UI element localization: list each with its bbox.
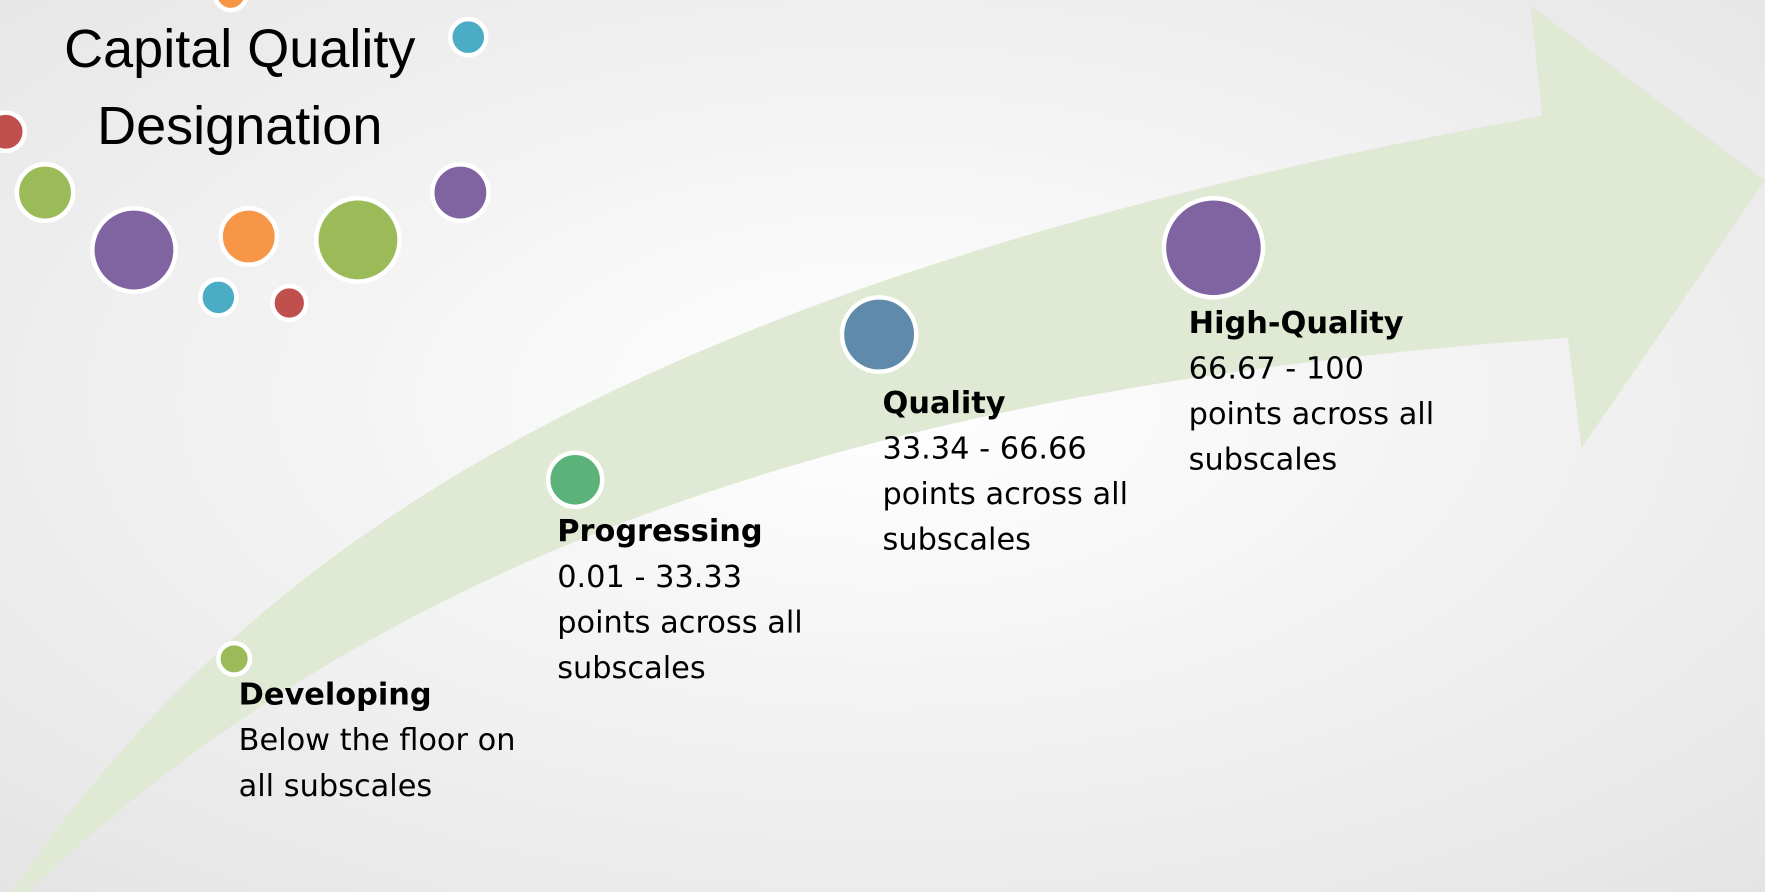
step-description: subscales — [557, 651, 705, 686]
step-label: Quality — [883, 386, 1006, 421]
bubble — [0, 110, 28, 154]
step-description: points across all — [1189, 397, 1435, 432]
step-label: High-Quality — [1189, 306, 1404, 341]
bubble — [213, 0, 248, 13]
step-description: points across all — [557, 605, 803, 640]
bubble — [14, 162, 76, 223]
bubble — [448, 16, 489, 58]
bubble — [198, 277, 239, 318]
step-description: all subscales — [239, 769, 433, 804]
step-dot — [839, 295, 919, 374]
step-dot — [216, 640, 253, 677]
title-line: Designation — [97, 96, 382, 156]
bubble — [90, 206, 178, 294]
step-dot — [1161, 195, 1266, 300]
step-description: subscales — [1189, 443, 1337, 478]
bubble — [429, 162, 491, 223]
step-description: 0.01 - 33.33 — [557, 560, 742, 595]
step-description: Below the floor on — [239, 723, 516, 758]
step-label: Progressing — [557, 514, 762, 549]
step-label: Developing — [239, 678, 432, 713]
bubble — [270, 283, 309, 323]
step-description: 33.34 - 66.66 — [883, 431, 1087, 466]
title-line: Capital Quality — [64, 19, 415, 79]
step-description: points across all — [883, 477, 1129, 512]
progress-arrow — [11, 5, 1765, 892]
bubble — [218, 206, 280, 267]
step-description: subscales — [883, 523, 1031, 558]
step-description: 66.67 - 100 — [1189, 351, 1364, 386]
decor-bubbles — [0, 0, 491, 323]
step-dot — [545, 450, 605, 510]
bubble — [314, 195, 402, 284]
